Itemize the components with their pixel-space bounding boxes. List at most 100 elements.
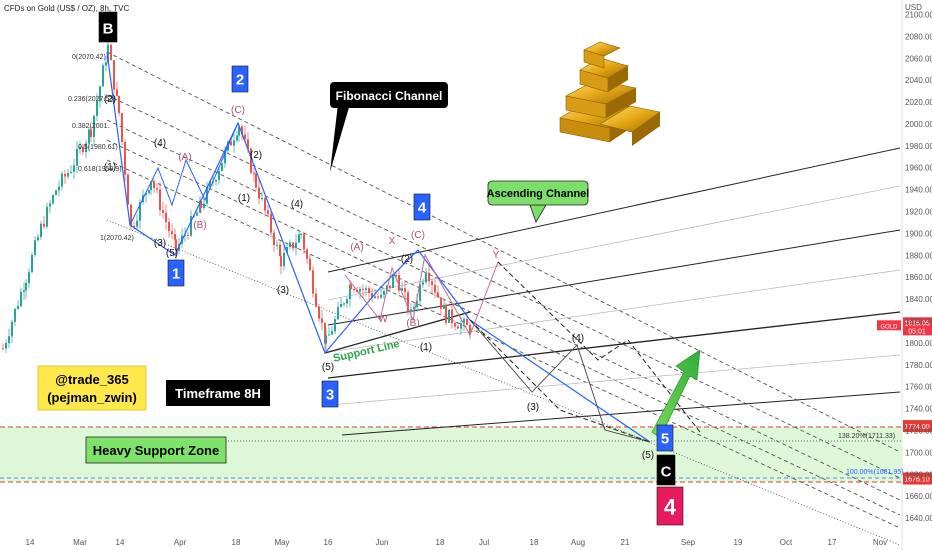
wave-label: (B) — [193, 220, 206, 231]
candle-body — [139, 202, 141, 221]
candle-body — [365, 288, 367, 290]
candle-body — [196, 212, 198, 216]
wave-badge-label: B — [103, 21, 114, 38]
y-tick-label: 1740.00 — [905, 405, 932, 414]
fib-382-label: 0.382(2001. — [72, 123, 109, 130]
symbol-label: GOLD — [880, 324, 898, 330]
candle-body — [93, 115, 95, 137]
candle-body — [377, 296, 379, 298]
candle-body — [25, 283, 27, 291]
candle-body — [127, 174, 129, 205]
candle-body — [324, 322, 326, 344]
x-tick-label: 21 — [621, 538, 630, 547]
wave-badge-1: 1 — [167, 259, 185, 287]
candle-body — [454, 323, 456, 327]
wave-badge-label: 3 — [326, 387, 334, 404]
wave-badge-B: B — [98, 11, 118, 43]
candle-body — [428, 272, 430, 282]
candle-body — [359, 288, 361, 292]
candle-body — [273, 232, 275, 246]
y-tick-label: 1880.00 — [905, 251, 932, 260]
candle-body — [392, 276, 394, 288]
candle-body — [264, 198, 266, 211]
candle-body — [34, 240, 36, 255]
candle-body — [8, 336, 10, 344]
fib-236-label: 0.236(2027.53) — [68, 96, 115, 103]
candle-body — [17, 306, 19, 309]
y-tick-label: 1860.00 — [905, 273, 932, 282]
wave-label: (5) — [642, 450, 654, 461]
wave-badge-label: 4 — [418, 200, 427, 217]
candle-body — [407, 292, 409, 312]
candle-body — [469, 324, 471, 335]
x-tick-label: Apr — [174, 538, 187, 547]
candle-body — [280, 256, 282, 267]
candle-body — [64, 173, 66, 177]
price-scale[interactable] — [902, 0, 932, 550]
candle-body — [85, 143, 87, 153]
candle-body — [331, 331, 333, 335]
candle-body — [11, 321, 13, 337]
candle-body — [105, 62, 107, 66]
candle-body — [258, 187, 260, 199]
candle-body — [55, 190, 57, 195]
candle-body — [283, 252, 285, 267]
ext-100-label: 100.00%(1681.95) — [846, 469, 904, 476]
wave-badge-2: 2 — [231, 65, 249, 93]
candle-body — [174, 234, 176, 240]
wave-label: Y — [493, 250, 500, 261]
x-tick-label: May — [274, 538, 289, 547]
support-line-label: Support Line — [332, 338, 401, 365]
candle-body — [200, 200, 202, 208]
wave-badge-label: 5 — [661, 431, 669, 448]
x-tick-label: Mar — [73, 538, 87, 547]
candle-body — [289, 242, 291, 248]
wave-badges: B 2 1 4 3 5 C 4 — [98, 11, 684, 526]
wave-label: (2) — [104, 94, 116, 105]
candle-body — [40, 223, 42, 238]
candle-body — [413, 306, 415, 310]
candle-body — [334, 319, 336, 332]
wave-label: W — [378, 314, 388, 325]
candle-body — [362, 288, 364, 290]
candle-body — [448, 309, 450, 323]
candle-body — [37, 237, 39, 241]
candle-body — [130, 204, 132, 227]
candle-body — [150, 181, 152, 191]
y-tick-label: 1940.00 — [905, 186, 932, 195]
wave-badge-label: C — [661, 464, 672, 481]
y-tick-label: 2020.00 — [905, 98, 932, 107]
candle-body — [253, 172, 255, 174]
fib-channel-callout: Fibonacci Channel — [330, 82, 448, 172]
candle-body — [460, 323, 462, 329]
wave-badge-C: C — [656, 454, 676, 486]
wave-badge-3: 3 — [321, 380, 339, 408]
x-tick-label: Sep — [681, 538, 696, 547]
fibonacci-channel-lines — [106, 51, 901, 546]
y-tick-label: 1960.00 — [905, 164, 932, 173]
candle-body — [349, 284, 351, 300]
candle-body — [124, 141, 126, 175]
gold-bars-image — [559, 41, 661, 146]
y-tick-label: 1840.00 — [905, 295, 932, 304]
blue-subwave-path — [129, 122, 239, 226]
timeframe-label: Timeframe 8H — [175, 386, 261, 401]
fib-channel-label: Fibonacci Channel — [336, 89, 443, 103]
candle-body — [46, 206, 48, 227]
candle-body — [292, 242, 294, 249]
candle-body — [145, 193, 147, 196]
wave-label: (4) — [154, 138, 166, 149]
candle-body — [107, 44, 109, 63]
candle-body — [445, 304, 447, 323]
handle-line-1: @trade_365 — [55, 372, 128, 387]
x-tick-label: 14 — [26, 538, 35, 547]
candle-body — [23, 290, 25, 292]
y-tick-label: 2000.00 — [905, 120, 932, 129]
candle-body — [466, 318, 468, 325]
wave-badge-4: 4 — [413, 193, 431, 221]
candle-body — [300, 233, 302, 235]
candle-body — [171, 231, 173, 235]
candle-body — [233, 140, 235, 146]
